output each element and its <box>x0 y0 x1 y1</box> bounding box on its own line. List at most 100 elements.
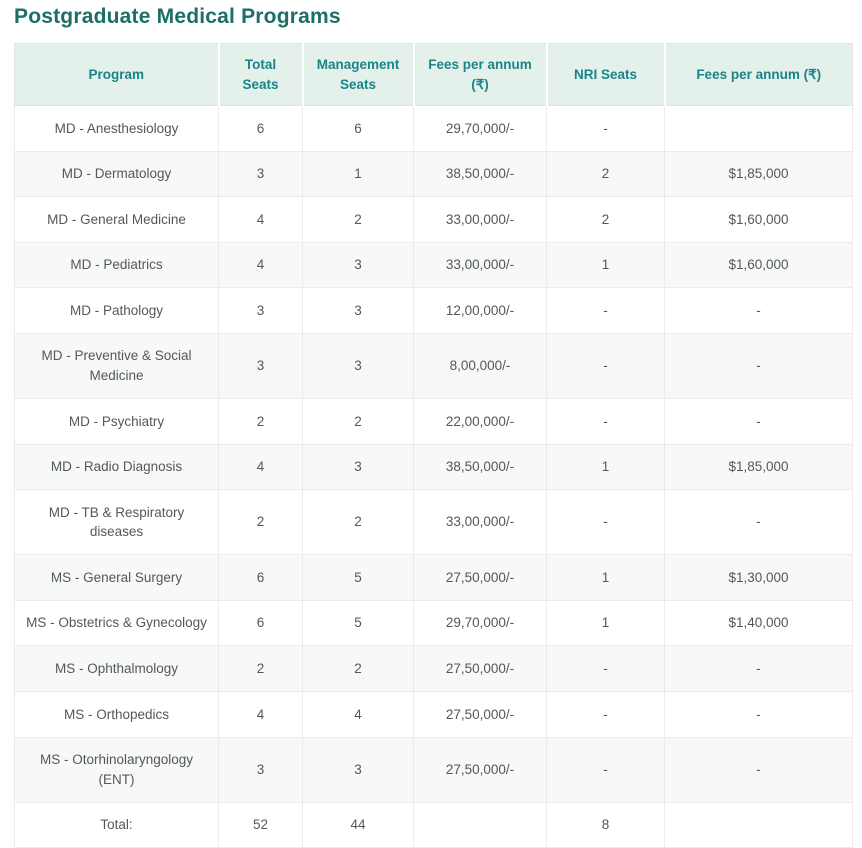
fees-inr-cell: 27,50,000/- <box>413 645 547 692</box>
table-row: MD - Pathology 3 3 12,00,000/- - - <box>14 287 853 334</box>
management-seats-cell: 6 <box>302 105 414 152</box>
table-row: MS - Orthopedics 4 4 27,50,000/- - - <box>14 691 853 738</box>
total-seats-cell: 6 <box>218 554 303 601</box>
program-cell: MS - Orthopedics <box>14 691 219 738</box>
total-seats-cell: 3 <box>218 332 303 400</box>
table-row: MD - Dermatology 3 1 38,50,000/- 2 $1,85,000 <box>14 150 853 198</box>
column-header-program: Program <box>14 43 219 107</box>
program-cell: MD - Preventive & Social Medicine <box>14 332 219 400</box>
total-seats-cell: 3 <box>218 736 303 803</box>
management-seats-cell: 3 <box>302 443 414 491</box>
table-header: Program Total Seats Management Seats Fees p… <box>14 43 853 107</box>
management-seats-cell: 3 <box>302 241 414 289</box>
table-header-row: Program Total Seats Management Seats Fees p… <box>14 43 853 107</box>
fees-inr-cell: 29,70,000/- <box>413 105 547 152</box>
page-title: Postgraduate Medical Programs <box>14 5 341 28</box>
fees-usd-cell: - <box>664 736 853 803</box>
management-seats-cell: 5 <box>302 554 414 601</box>
total-seats-cell: 2 <box>218 489 303 556</box>
fees-inr-cell: 27,50,000/- <box>413 736 547 803</box>
nri-seats-cell: 2 <box>546 150 665 198</box>
table-row: MD - Anesthesiology 6 6 29,70,000/- - <box>14 105 853 152</box>
total-seats-cell: 4 <box>218 691 303 738</box>
program-cell: MD - Pediatrics <box>14 241 219 289</box>
nri-seats-cell: 1 <box>546 241 665 289</box>
total-seats-cell: 2 <box>218 398 303 445</box>
fees-usd-cell: - <box>664 332 853 400</box>
management-seats-cell: 1 <box>302 150 414 198</box>
fees-usd-cell <box>664 801 853 848</box>
fees-usd-cell: $1,60,000 <box>664 196 853 243</box>
nri-seats-cell: - <box>546 645 665 692</box>
management-seats-cell: 5 <box>302 599 414 647</box>
fees-inr-cell: 27,50,000/- <box>413 691 547 738</box>
nri-seats-cell: - <box>546 398 665 445</box>
nri-seats-cell: - <box>546 287 665 334</box>
total-seats-cell: 4 <box>218 196 303 243</box>
fees-usd-cell: $1,30,000 <box>664 554 853 601</box>
fees-usd-cell <box>664 105 853 152</box>
total-seats-cell: 6 <box>218 105 303 152</box>
program-cell: MD - Pathology <box>14 287 219 334</box>
fees-inr-cell: 33,00,000/- <box>413 241 547 289</box>
fees-inr-cell: 27,50,000/- <box>413 554 547 601</box>
total-seats-cell: 3 <box>218 287 303 334</box>
program-cell: MS - General Surgery <box>14 554 219 601</box>
programs-table: Program Total Seats Management Seats Fees p… <box>14 43 853 848</box>
management-seats-cell: 4 <box>302 691 414 738</box>
program-cell: MS - Ophthalmology <box>14 645 219 692</box>
column-header-total-seats: Total Seats <box>217 43 303 107</box>
table-row: MS - Otorhinolaryngology (ENT) 3 3 27,50,00… <box>14 736 853 803</box>
table-row: MD - Pediatrics 4 3 33,00,000/- 1 $1,60,000 <box>14 241 853 289</box>
nri-seats-cell: - <box>546 489 665 556</box>
management-seats-cell: 44 <box>302 801 414 848</box>
nri-seats-cell: 1 <box>546 554 665 601</box>
nri-seats-cell: - <box>546 736 665 803</box>
table-row: MD - Psychiatry 2 2 22,00,000/- - - <box>14 398 853 445</box>
total-seats-cell: 52 <box>218 801 303 848</box>
program-cell: MS - Obstetrics & Gynecology <box>14 599 219 647</box>
fees-inr-cell: 33,00,000/- <box>413 196 547 243</box>
fees-inr-cell: 22,00,000/- <box>413 398 547 445</box>
management-seats-cell: 2 <box>302 489 414 556</box>
fees-usd-cell: - <box>664 691 853 738</box>
fees-usd-cell: $1,60,000 <box>664 241 853 289</box>
column-header-nri-seats: NRI Seats <box>545 43 665 107</box>
table-row: MS - Obstetrics & Gynecology 6 5 29,70,000/… <box>14 599 853 647</box>
management-seats-cell: 3 <box>302 287 414 334</box>
program-cell: MD - Dermatology <box>14 150 219 198</box>
fees-inr-cell <box>413 801 547 848</box>
total-seats-cell: 3 <box>218 150 303 198</box>
program-cell: MD - Psychiatry <box>14 398 219 445</box>
table-total-row: Total: 52 44 8 <box>14 801 853 848</box>
program-cell: MD - Anesthesiology <box>14 105 219 152</box>
fees-usd-cell: - <box>664 398 853 445</box>
table-row: MS - Ophthalmology 2 2 27,50,000/- - - <box>14 645 853 692</box>
fees-usd-cell: - <box>664 287 853 334</box>
table-row: MD - General Medicine 4 2 33,00,000/- 2 $1,60… <box>14 196 853 243</box>
management-seats-cell: 3 <box>302 736 414 803</box>
nri-seats-cell: - <box>546 332 665 400</box>
column-header-fees-usd: Fees per annum (₹) <box>663 43 853 107</box>
program-cell: MD - General Medicine <box>14 196 219 243</box>
table-row: MD - TB & Respiratory diseases 2 2 33,00,00… <box>14 489 853 556</box>
fees-inr-cell: 29,70,000/- <box>413 599 547 647</box>
management-seats-cell: 2 <box>302 398 414 445</box>
nri-seats-cell: - <box>546 105 665 152</box>
program-cell: MD - Radio Diagnosis <box>14 443 219 491</box>
table-row: MD - Radio Diagnosis 4 3 38,50,000/- 1 $1,85,… <box>14 443 853 491</box>
fees-inr-cell: 38,50,000/- <box>413 150 547 198</box>
total-seats-cell: 2 <box>218 645 303 692</box>
nri-seats-cell: 8 <box>546 801 665 848</box>
total-seats-cell: 4 <box>218 443 303 491</box>
total-seats-cell: 4 <box>218 241 303 289</box>
management-seats-cell: 2 <box>302 645 414 692</box>
table-body: MD - Anesthesiology 6 6 29,70,000/- - MD - De… <box>14 105 853 848</box>
program-cell: MS - Otorhinolaryngology (ENT) <box>14 736 219 803</box>
management-seats-cell: 3 <box>302 332 414 400</box>
fees-usd-cell: - <box>664 645 853 692</box>
column-header-fees-inr: Fees per annum (₹) <box>412 43 547 107</box>
fees-usd-cell: $1,85,000 <box>664 150 853 198</box>
fees-usd-cell: $1,85,000 <box>664 443 853 491</box>
fees-inr-cell: 38,50,000/- <box>413 443 547 491</box>
